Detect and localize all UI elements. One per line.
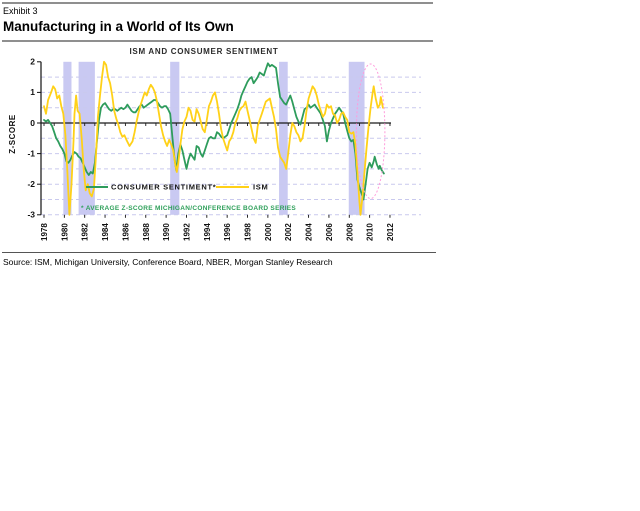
legend-label-consumer-sentiment: CONSUMER SENTIMENT* [111,183,216,192]
data-series [43,60,385,216]
x-tick-label: 1988 [142,223,151,241]
x-tick-label: 1996 [223,223,232,241]
source-line: Source: ISM, Michigan University, Confer… [3,257,333,267]
legend: CONSUMER SENTIMENT* ISM [86,183,268,192]
exhibit-figure: Exhibit 3 Manufacturing in a World of It… [2,2,436,274]
figure-title: Manufacturing in a World of Its Own [3,19,234,34]
x-tick-label: 2010 [366,223,375,241]
y-tick-label: 0 [30,118,35,128]
gridlines [41,76,421,216]
recession-band [279,61,288,215]
chart-footnote: * AVERAGE Z-SCORE MICHIGAN/CONFERENCE BO… [81,205,296,212]
y-tick-label: -3 [27,210,35,220]
x-tick-label: 1986 [121,223,130,241]
x-tick-label: 1980 [60,223,69,241]
x-tick-label: 1982 [81,223,90,241]
x-tick-label: 2012 [386,223,395,241]
recession-band [63,61,72,215]
series-consumer-sentiment [43,62,385,201]
x-tick-label: 2000 [264,223,273,241]
legend-label-ism: ISM [253,183,268,192]
x-tick-label: 1990 [162,223,171,241]
bottom-rule [2,252,436,253]
top-rule [2,2,433,4]
y-axis-title: Z-SCORE [8,114,17,154]
y-tick-label: 2 [30,57,35,67]
exhibit-label: Exhibit 3 [3,6,38,16]
ism-consumer-sentiment-chart: 2 1 0 -1 -2 -3 1978 1980 1982 1984 1986 1988 1990 199… [8,47,421,241]
x-tick-label: 1984 [101,223,110,241]
x-tick-label: 2002 [284,223,293,241]
header-rule [2,40,433,42]
y-tick-label: -1 [27,148,35,158]
x-tick-label: 2008 [345,223,354,241]
x-tick-label: 1998 [244,223,253,241]
x-tick-label: 1978 [40,223,49,241]
x-tick-label: 2004 [305,223,314,241]
y-tick-label: 1 [30,87,35,97]
chart-title: ISM AND CONSUMER SENTIMENT [129,47,278,56]
series-ism [43,60,384,216]
x-tick-label: 2006 [325,223,334,241]
x-tick-label: 1994 [203,223,212,241]
y-tick-label: -2 [27,179,35,189]
x-tick-label: 1992 [182,223,191,241]
